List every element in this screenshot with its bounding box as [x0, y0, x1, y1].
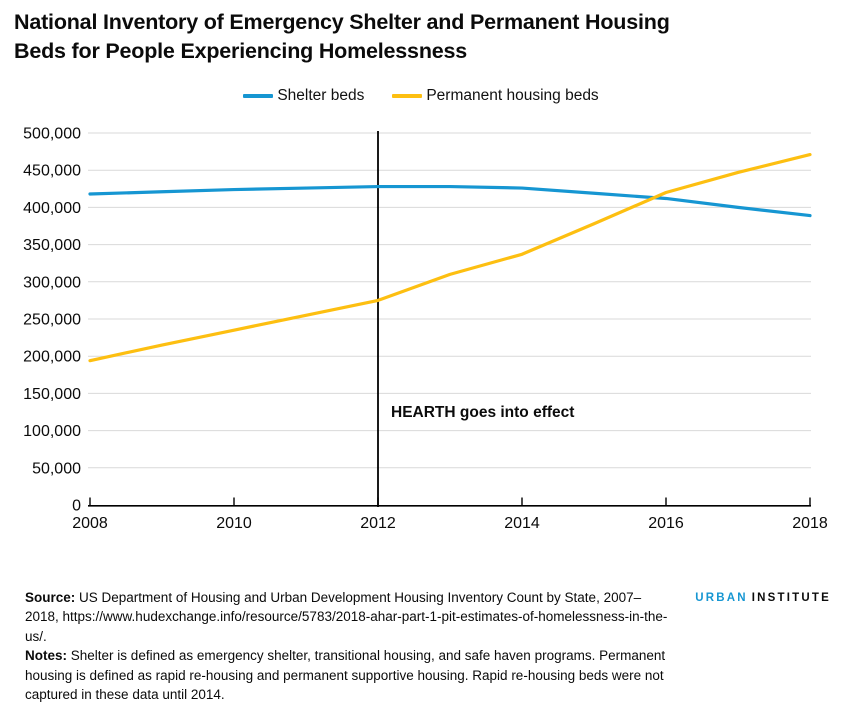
shelter-beds-line: [88, 184, 812, 218]
chart-title: National Inventory of Emergency Shelter …: [14, 8, 670, 66]
x-tick-label: 2014: [504, 515, 540, 532]
shelter-beds-line-swatch-icon: [243, 94, 274, 98]
hearth-annotation: HEARTH goes into effect: [391, 404, 574, 421]
y-tick-label: 100,000: [23, 423, 81, 440]
y-tick-label: 400,000: [23, 200, 81, 217]
notes-text: Shelter is defined as emergency shelter,…: [25, 648, 666, 703]
y-tick-label: 250,000: [23, 312, 81, 329]
x-tick-label: 2012: [360, 515, 396, 532]
notes-label: Notes:: [25, 648, 68, 664]
legend-item-shelter-beds: Shelter beds: [243, 87, 364, 105]
y-tick-label: 0: [72, 498, 81, 515]
legend: Shelter beds Permanent housing beds: [0, 87, 842, 105]
source-text: US Department of Housing and Urban Devel…: [25, 590, 668, 644]
x-tick-label: 2016: [648, 515, 684, 532]
notes-paragraph: Notes: Shelter is defined as emergency s…: [25, 646, 673, 704]
x-tick-label: 2008: [72, 515, 108, 532]
source-label: Source:: [25, 590, 76, 605]
chart-title-line1: National Inventory of Emergency Shelter …: [14, 10, 670, 34]
y-tick-label: 500,000: [23, 126, 81, 143]
y-tick-label: 350,000: [23, 237, 81, 254]
y-tick-label: 200,000: [23, 349, 81, 366]
x-tick-label: 2018: [792, 515, 828, 532]
y-tick-label: 50,000: [32, 460, 81, 477]
permanent-housing-beds-line: [88, 152, 812, 363]
source-notes: Source: US Department of Housing and Urb…: [25, 588, 673, 704]
y-tick-label: 300,000: [23, 274, 81, 291]
line-chart: 0 50,000 100,000 150,000 200,000 250,000 300,0…: [23, 126, 828, 533]
legend-label-permanent-housing-beds: Permanent housing beds: [426, 87, 599, 104]
urban-institute-logo: URBAN INSTITUTE: [695, 592, 831, 604]
y-tick-label: 450,000: [23, 163, 81, 180]
logo-urban: URBAN: [695, 592, 748, 604]
y-tick-label: 150,000: [23, 386, 81, 403]
legend-item-permanent-housing-beds: Permanent housing beds: [392, 87, 599, 105]
logo-institute: INSTITUTE: [751, 592, 831, 604]
x-tick-label: 2010: [216, 515, 252, 532]
permanent-housing-beds-line-swatch-icon: [392, 94, 423, 98]
chart-title-line2: Beds for People Experiencing Homelessnes…: [14, 39, 468, 63]
legend-label-shelter-beds: Shelter beds: [277, 87, 365, 104]
source-paragraph: Source: US Department of Housing and Urb…: [25, 588, 673, 646]
